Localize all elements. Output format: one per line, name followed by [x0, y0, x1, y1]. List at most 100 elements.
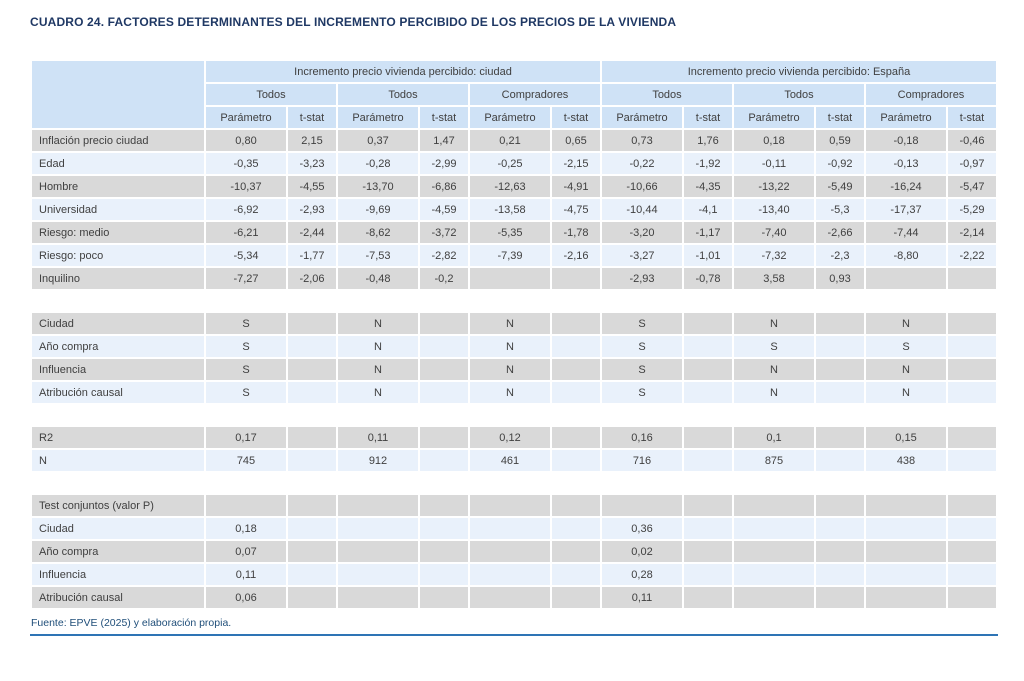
value-cell [552, 359, 600, 380]
corner-cell [32, 61, 204, 128]
value-cell [288, 518, 336, 539]
value-cell: -8,80 [866, 245, 946, 266]
value-cell: -5,3 [816, 199, 864, 220]
value-cell: -0,11 [734, 153, 814, 174]
value-cell [288, 541, 336, 562]
value-cell: -7,44 [866, 222, 946, 243]
value-cell [866, 268, 946, 289]
value-cell: -2,06 [288, 268, 336, 289]
value-cell: -5,34 [206, 245, 286, 266]
source-note: Fuente: EPVE (2025) y elaboración propia… [31, 617, 232, 629]
value-cell: 0,11 [338, 427, 418, 448]
subgroup-header-row: Todos Todos Compradores Todos Todos Comprador… [32, 84, 996, 105]
value-cell: -7,53 [338, 245, 418, 266]
value-cell: S [206, 313, 286, 334]
gap-cell [32, 405, 996, 425]
value-cell: -13,58 [470, 199, 550, 220]
column-header: t-stat [684, 107, 732, 128]
value-cell: -0,48 [338, 268, 418, 289]
value-cell [420, 450, 468, 471]
column-header: Parámetro [470, 107, 550, 128]
value-cell: N [734, 382, 814, 403]
value-cell: S [602, 359, 682, 380]
value-cell: -4,35 [684, 176, 732, 197]
results-table: Incremento precio vivienda percibido: ci… [30, 59, 998, 610]
value-cell: N [470, 313, 550, 334]
value-cell: -16,24 [866, 176, 946, 197]
value-cell: -0,28 [338, 153, 418, 174]
value-cell [420, 382, 468, 403]
value-cell [288, 564, 336, 585]
subgroup-header: Todos [206, 84, 336, 105]
value-cell: N [866, 382, 946, 403]
column-header: t-stat [420, 107, 468, 128]
column-header: t-stat [552, 107, 600, 128]
table-row: Universidad -6,92 -2,93 -9,69 -4,59 -13,58 -4,… [32, 199, 996, 220]
value-cell [552, 518, 600, 539]
value-cell [602, 495, 682, 516]
value-cell: 0,59 [816, 130, 864, 151]
table-row: Inquilino -7,27 -2,06 -0,48 -0,2 -2,93 -0,78 3,… [32, 268, 996, 289]
value-cell: -1,01 [684, 245, 732, 266]
value-cell [734, 495, 814, 516]
value-cell [338, 541, 418, 562]
column-header: t-stat [288, 107, 336, 128]
value-cell [420, 336, 468, 357]
value-cell [338, 564, 418, 585]
value-cell: S [602, 382, 682, 403]
value-cell: S [602, 313, 682, 334]
value-cell [552, 495, 600, 516]
value-cell: 0,07 [206, 541, 286, 562]
value-cell: 0,1 [734, 427, 814, 448]
value-cell [684, 495, 732, 516]
value-cell: -6,92 [206, 199, 286, 220]
value-cell: N [470, 359, 550, 380]
value-cell: 0,11 [206, 564, 286, 585]
value-cell [816, 518, 864, 539]
value-cell: -1,78 [552, 222, 600, 243]
value-cell: -13,22 [734, 176, 814, 197]
value-cell: N [866, 313, 946, 334]
row-label: Ciudad [32, 313, 204, 334]
section-gap-row [32, 405, 996, 425]
table-row: Ciudad S N N S N N [32, 313, 996, 334]
value-cell: -12,63 [470, 176, 550, 197]
table-row: Hombre -10,37 -4,55 -13,70 -6,86 -12,63 -4,91-… [32, 176, 996, 197]
column-header: Parámetro [866, 107, 946, 128]
value-cell: 0,17 [206, 427, 286, 448]
value-cell: S [866, 336, 946, 357]
subgroup-header: Todos [602, 84, 732, 105]
gap-cell [32, 291, 996, 311]
value-cell [948, 313, 996, 334]
value-cell [816, 450, 864, 471]
value-cell [734, 564, 814, 585]
value-cell: -8,62 [338, 222, 418, 243]
value-cell: 0,65 [552, 130, 600, 151]
value-cell [684, 382, 732, 403]
value-cell [684, 541, 732, 562]
group-header-row: Incremento precio vivienda percibido: ci… [32, 61, 996, 128]
value-cell [288, 313, 336, 334]
value-cell: -0,35 [206, 153, 286, 174]
value-cell: -4,1 [684, 199, 732, 220]
value-cell [866, 587, 946, 608]
value-cell [816, 336, 864, 357]
table-row: Riesgo: poco -5,34 -1,77 -7,53 -2,82 -7,39 -2,… [32, 245, 996, 266]
table-row: Influencia S N N S N N [32, 359, 996, 380]
table-row: Test conjuntos (valor P) [32, 495, 996, 516]
subgroup-header: Todos [338, 84, 468, 105]
value-cell [816, 382, 864, 403]
row-label: Influencia [32, 359, 204, 380]
value-cell: -3,27 [602, 245, 682, 266]
row-label: Ciudad [32, 518, 204, 539]
value-cell [948, 587, 996, 608]
value-cell: S [206, 382, 286, 403]
value-cell [816, 359, 864, 380]
value-cell: 0,11 [602, 587, 682, 608]
value-cell: -2,16 [552, 245, 600, 266]
value-cell [420, 518, 468, 539]
row-label: Atribución causal [32, 587, 204, 608]
value-cell [338, 518, 418, 539]
value-cell [338, 495, 418, 516]
value-cell: -2,3 [816, 245, 864, 266]
